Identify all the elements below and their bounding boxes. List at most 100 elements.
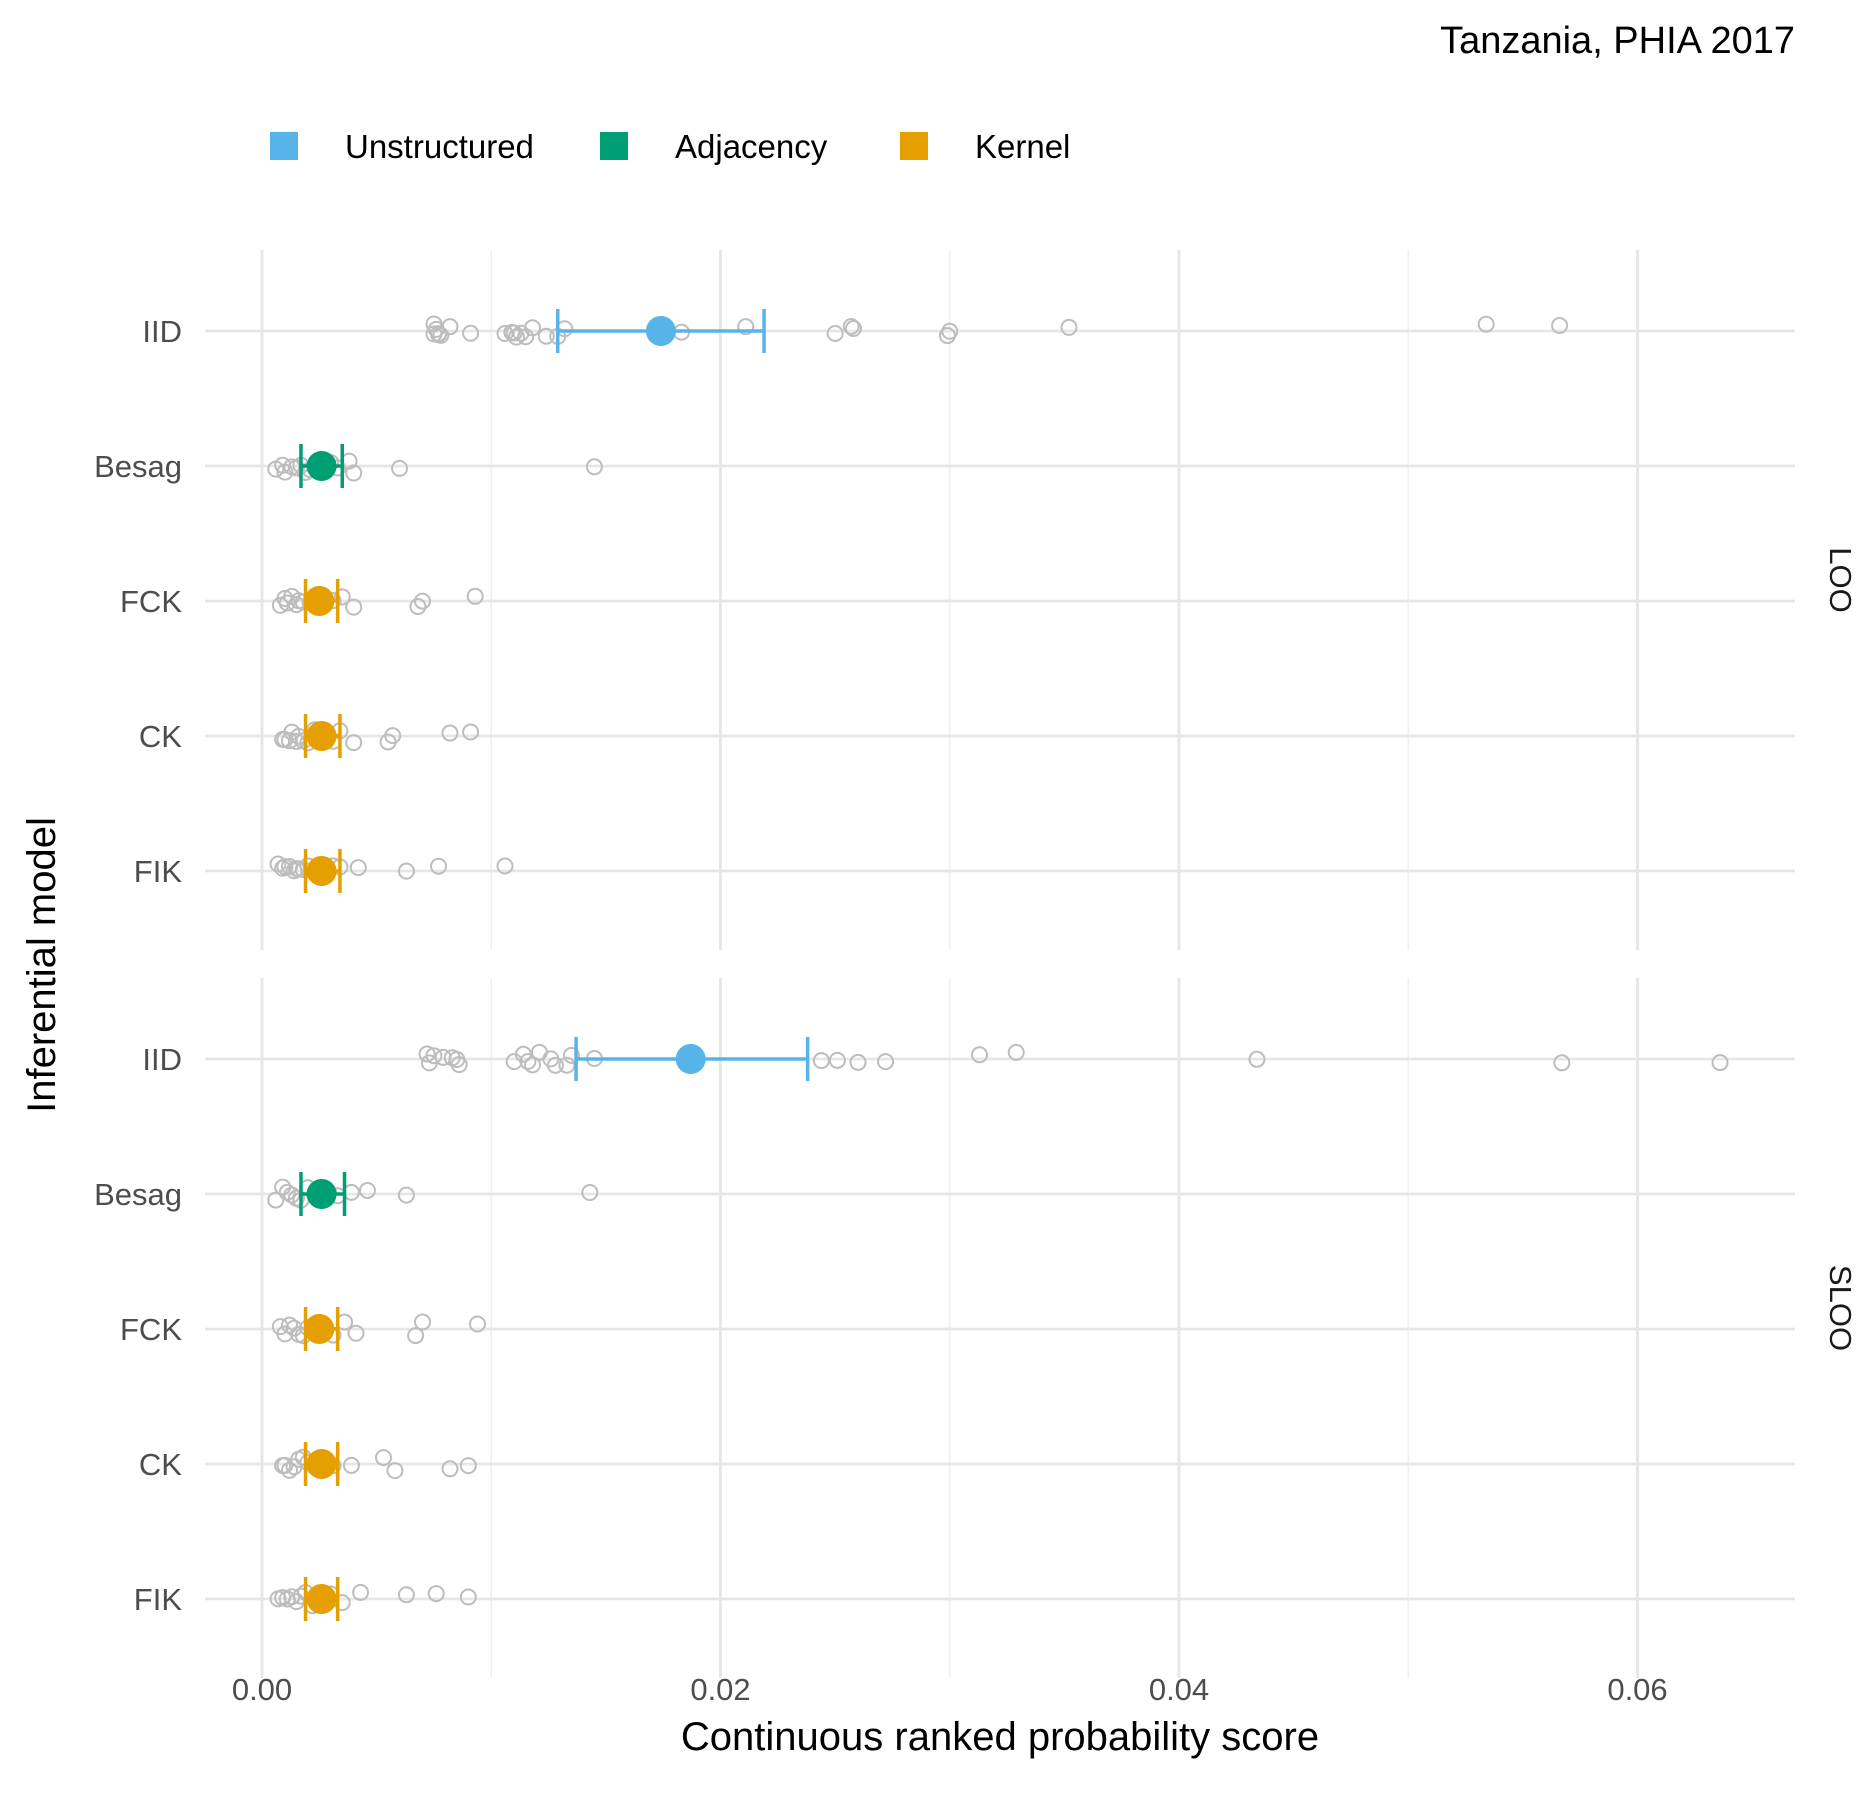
legend: Unstructured Adjacency Kernel [270, 128, 1070, 165]
point-iid-sloo [971, 1046, 989, 1064]
mean-point-ck-sloo [306, 1449, 337, 1479]
x-axis-title: Continuous ranked probability score [681, 1715, 1319, 1759]
facet-label-sloo: SLOO [1823, 1265, 1858, 1351]
point-iid-sloo [849, 1053, 867, 1071]
point-ck-loo [441, 724, 459, 742]
legend-label-kernel: Kernel [975, 128, 1070, 165]
point-iid-sloo [562, 1046, 580, 1064]
point-besag-loo [391, 459, 409, 477]
point-ck-sloo [459, 1457, 477, 1475]
point-besag-sloo [397, 1186, 415, 1204]
x-tick-label: 0.02 [690, 1672, 750, 1707]
point-fck-loo [466, 587, 484, 605]
mean-point-iid-loo [645, 316, 676, 346]
mean-point-fik-sloo [306, 1584, 337, 1614]
panel-loo: IID Besag FCK CK FIK LOO [94, 250, 1858, 950]
y-tick-label: FIK [134, 854, 183, 889]
point-iid-loo [507, 328, 525, 346]
point-fik-sloo [459, 1588, 477, 1606]
point-ck-loo [384, 727, 402, 745]
point-iid-loo [1551, 316, 1569, 334]
point-fik-loo [430, 857, 448, 875]
point-iid-sloo [530, 1043, 548, 1061]
point-fck-loo [413, 592, 431, 610]
point-besag-loo [585, 458, 603, 476]
point-fck-sloo [347, 1324, 365, 1342]
x-tick-label: 0.00 [232, 1672, 292, 1707]
y-tick-label: CK [139, 1447, 182, 1482]
legend-key-kernel [900, 132, 928, 160]
point-ck-sloo [375, 1449, 393, 1467]
legend-key-adjacency [600, 132, 628, 160]
point-iid-loo [826, 324, 844, 342]
point-iid-loo [1060, 318, 1078, 336]
point-fik-loo [397, 862, 415, 880]
mean-point-besag-loo [306, 451, 337, 481]
point-besag-sloo [581, 1183, 599, 1201]
y-tick-label: IID [142, 314, 182, 349]
point-ck-sloo [386, 1462, 404, 1480]
point-iid-sloo [450, 1056, 468, 1074]
point-iid-sloo [1248, 1050, 1266, 1068]
point-ck-sloo [342, 1456, 360, 1474]
point-iid-sloo [546, 1056, 564, 1074]
point-fck-sloo [281, 1316, 299, 1334]
facet-label-loo: LOO [1823, 547, 1858, 612]
y-axis-title: Inferential model [20, 817, 64, 1113]
point-iid-sloo [828, 1051, 846, 1069]
point-fik-sloo [352, 1583, 370, 1601]
point-ck-loo [462, 723, 480, 741]
point-besag-sloo [267, 1191, 285, 1209]
mean-point-fck-loo [304, 586, 335, 616]
point-iid-loo [462, 324, 480, 342]
mean-point-fik-loo [306, 856, 337, 886]
point-besag-sloo [358, 1181, 376, 1199]
legend-label-adjacency: Adjacency [675, 128, 828, 165]
point-iid-loo [737, 318, 755, 336]
point-iid-sloo [1711, 1054, 1729, 1072]
point-ck-sloo [276, 1456, 294, 1474]
point-iid-sloo [1553, 1054, 1571, 1072]
legend-label-unstructured: Unstructured [345, 128, 534, 165]
y-tick-label: FCK [120, 584, 182, 619]
point-fck-sloo [468, 1315, 486, 1333]
point-fik-loo [496, 857, 514, 875]
point-iid-sloo [812, 1052, 830, 1070]
point-iid-loo [496, 325, 514, 343]
y-tick-label: FCK [120, 1312, 182, 1347]
point-iid-sloo [519, 1053, 537, 1071]
point-iid-sloo [418, 1045, 436, 1063]
y-tick-label: CK [139, 719, 182, 754]
mean-point-iid-sloo [675, 1044, 706, 1074]
point-iid-loo [842, 317, 860, 335]
point-fck-sloo [413, 1313, 431, 1331]
point-fik-sloo [397, 1586, 415, 1604]
point-fik-loo [349, 859, 367, 877]
point-fik-loo [274, 859, 292, 877]
point-iid-loo [844, 320, 862, 338]
point-fik-sloo [427, 1585, 445, 1603]
mean-point-fck-sloo [304, 1314, 335, 1344]
point-besag-loo [345, 464, 363, 482]
point-iid-sloo [425, 1047, 443, 1065]
point-iid-sloo [877, 1053, 895, 1071]
x-axis: 0.00 0.02 0.04 0.06 [232, 1672, 1668, 1707]
point-ck-loo [281, 732, 299, 750]
point-iid-loo [941, 322, 959, 340]
point-fck-sloo [407, 1327, 425, 1345]
chart-title: Tanzania, PHIA 2017 [1440, 20, 1795, 62]
point-ck-sloo [441, 1460, 459, 1478]
mean-point-ck-loo [306, 721, 337, 751]
point-fck-sloo [276, 1325, 294, 1343]
point-fck-loo [333, 588, 351, 606]
point-ck-loo [345, 734, 363, 752]
point-iid-loo [441, 318, 459, 336]
point-iid-sloo [1007, 1043, 1025, 1061]
y-tick-label: Besag [94, 449, 182, 484]
x-tick-label: 0.06 [1607, 1672, 1667, 1707]
y-tick-label: FIK [134, 1582, 183, 1617]
point-fck-loo [345, 598, 363, 616]
point-iid-loo [524, 319, 542, 337]
y-tick-label: IID [142, 1042, 182, 1077]
